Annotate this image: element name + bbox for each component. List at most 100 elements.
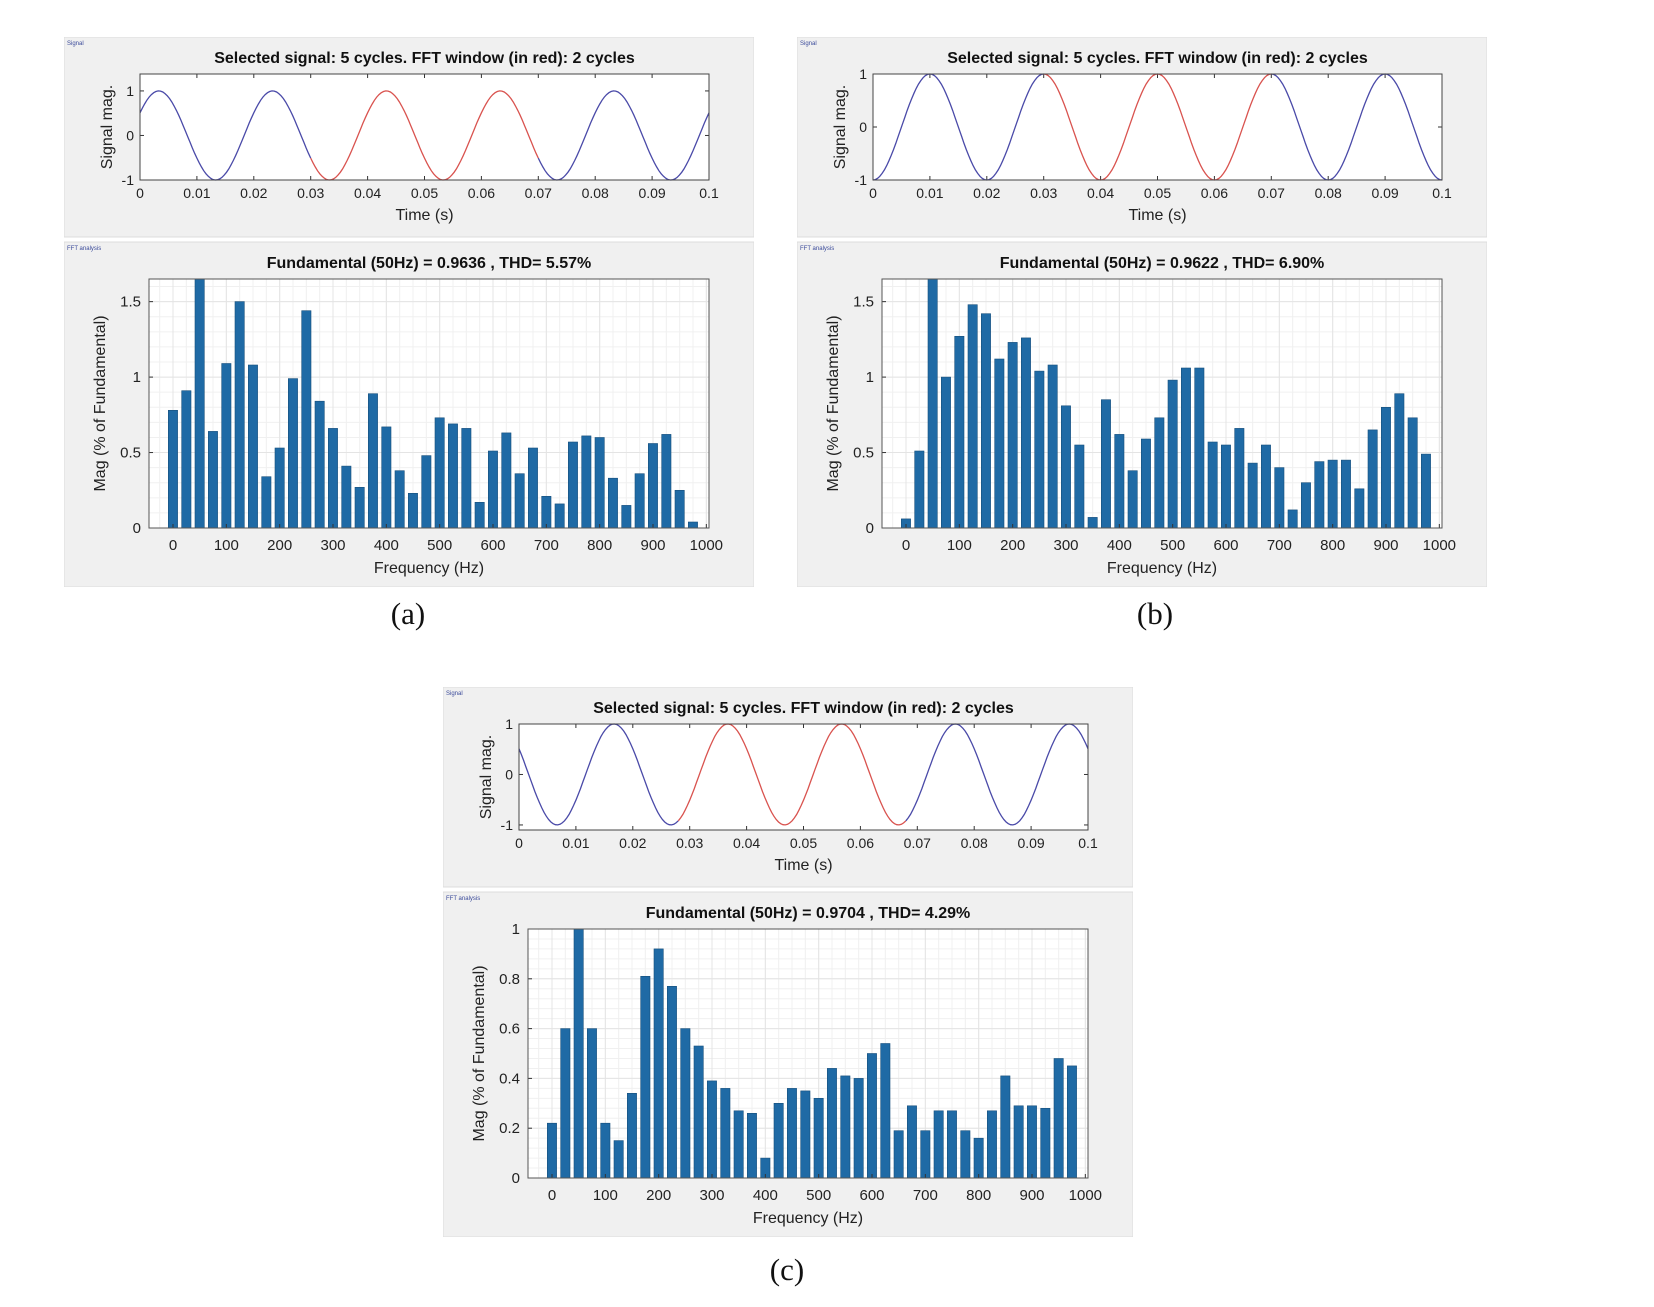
fft-chart-c-bar-725hz: [933, 1110, 944, 1179]
fft-chart-a-bar-850hz: [621, 505, 632, 529]
signal-chart-a-xtick-label: 0.07: [525, 185, 552, 201]
fft-chart-c-bar-500hz: [813, 1097, 824, 1179]
fft-chart-c-bar-925hz: [1040, 1107, 1051, 1179]
signal-chart-c-xtick-label: 0.01: [562, 835, 589, 851]
fft-chart-b-xtick-label: 600: [1213, 537, 1238, 554]
fft-chart-c-ytick-label: 0: [512, 1170, 520, 1187]
signal-chart-b-xlabel: Time (s): [1128, 207, 1186, 224]
fft-chart-a-xtick-label: 1000: [690, 537, 723, 554]
signal-chart-b-xtick-label: 0.02: [973, 185, 1000, 201]
fft-chart-c-bar-200hz: [653, 948, 664, 1179]
fft-chart-c-ytick-label: 0.6: [499, 1021, 520, 1038]
fft-chart-b-ytick-label: 0: [866, 520, 874, 537]
signal-chart-a-xtick-label: 0.01: [183, 185, 210, 201]
fft-chart-a-bar-550hz: [461, 428, 472, 529]
fft-chart-c-xtick-label: 1000: [1069, 1187, 1102, 1204]
signal-chart-a-xtick-label: 0.1: [699, 185, 719, 201]
fft-chart-b-bar-800hz: [1327, 459, 1338, 529]
fft-chart-c-bar-975hz: [1066, 1065, 1077, 1179]
fft-chart-a-bar-450hz: [407, 492, 418, 529]
fft-chart-c-bar-650hz: [893, 1130, 904, 1179]
fft-chart-b-bar-825hz: [1340, 459, 1351, 529]
fft-chart-c-xlabel: Frequency (Hz): [753, 1210, 863, 1227]
signal-chart-a-axes-box: [139, 73, 710, 181]
fft-chart-c-bar-900hz: [1026, 1105, 1037, 1179]
fft-chart-c-bar-225hz: [667, 985, 677, 1179]
fft-chart-b-bar-925hz: [1394, 393, 1405, 529]
fft-chart-b-xtick-label: 200: [1000, 537, 1025, 554]
signal-chart-c-ytick-label: 1: [505, 716, 513, 732]
signal-chart-c-ylabel: Signal mag.: [478, 735, 495, 820]
signal-chart-a-xtick-label: 0.06: [468, 185, 495, 201]
fft-chart-b-bar-100hz: [954, 335, 965, 529]
fft-chart-b-bar-950hz: [1407, 417, 1418, 529]
fft-chart-b-bar-250hz: [1034, 370, 1045, 529]
fft-chart-b-title: Fundamental (50Hz) = 0.9622 , THD= 6.90%: [1000, 255, 1325, 272]
signal-chart-a-xtick-label: 0.08: [582, 185, 609, 201]
fft-chart-b-xtick-label: 1000: [1423, 537, 1456, 554]
signal-chart-c-xlabel: Time (s): [774, 857, 832, 874]
signal-chart-b-title: Selected signal: 5 cycles. FFT window (i…: [947, 50, 1368, 67]
fft-chart-b-xtick-label: 100: [947, 537, 972, 554]
fft-chart-c-bar-100hz: [600, 1122, 611, 1179]
fft-chart-b-bar-525hz: [1180, 367, 1191, 529]
fft-chart-c-xtick-label: 800: [966, 1187, 991, 1204]
fft-chart-a-bar-925hz: [661, 434, 672, 529]
fft-chart-b-ytick-label: 0.5: [853, 445, 874, 462]
signal-chart-b-xtick-label: 0: [869, 185, 877, 201]
fft-chart-b-xtick-label: 900: [1373, 537, 1398, 554]
fft-chart-a-xtick-label: 100: [214, 537, 239, 554]
fft-chart-a-bar-875hz: [634, 473, 645, 529]
fft-chart-a-ytick-label: 0.5: [120, 445, 141, 462]
signal-chart-a-signal-line-fft-window: [310, 90, 539, 181]
fft-chart-c-bar-250hz: [680, 1028, 691, 1179]
fft-chart-c-section-label: FFT analysis: [446, 896, 480, 902]
signal-chart-a-title: Selected signal: 5 cycles. FFT window (i…: [214, 50, 635, 67]
fft-chart-b-bar-150hz: [981, 313, 991, 529]
fft-chart-a-bar-25hz: [181, 390, 192, 529]
fft-chart-a-axes-box: [148, 278, 710, 529]
fft-chart-b-bar-500hz: [1167, 379, 1178, 529]
signal-chart-a-ytick-label: 1: [126, 83, 134, 99]
fft-chart-a-bar-825hz: [607, 477, 618, 529]
fft-chart-c-bar-275hz: [693, 1045, 704, 1179]
signal-chart-b-xtick-label: 0.05: [1144, 185, 1171, 201]
fft-chart-a-bar-325hz: [341, 465, 352, 529]
fft-chart-b-bar-700hz: [1274, 467, 1285, 529]
fft-chart-a-xtick-label: 0: [169, 537, 177, 554]
fft-chart-a-bar-900hz: [647, 443, 658, 529]
signal-chart-a-ytick-label: 0: [126, 127, 134, 143]
signal-chart-c-xtick-label: 0.08: [961, 835, 988, 851]
fft-chart-b-bar-575hz: [1207, 441, 1218, 529]
signal-chart-c-xtick-label: 0.07: [904, 835, 931, 851]
fft-chart-b-bar-275hz: [1047, 364, 1058, 529]
fft-chart-a-bar-425hz: [394, 470, 405, 529]
fft-chart-c-xtick-label: 900: [1019, 1187, 1044, 1204]
fft-chart-a-bar-175hz: [261, 476, 272, 529]
fft-chart-a-bar-50hz: [194, 278, 205, 529]
panel-b-svg: Signal Selected signal: 5 cycles. FFT win…: [797, 37, 1487, 587]
fft-chart-a-bar-675hz: [527, 447, 538, 529]
figure-panel-c: Signal Selected signal: 5 cycles. FFT win…: [443, 687, 1133, 1237]
signal-chart-c-title: Selected signal: 5 cycles. FFT window (i…: [593, 700, 1014, 717]
fft-chart-a-ytick-label: 0: [133, 520, 141, 537]
fft-chart-b-axes-box: [881, 278, 1443, 529]
signal-chart-b-xtick-label: 0.07: [1258, 185, 1285, 201]
fft-chart-c-bar-600hz: [866, 1053, 877, 1179]
fft-chart-c-bar-800hz: [973, 1137, 984, 1179]
fft-chart-c-bar-125hz: [613, 1140, 624, 1179]
fft-chart-b-xtick-label: 300: [1053, 537, 1078, 554]
fft-chart-c-bar-300hz: [706, 1080, 717, 1179]
fft-chart-a-bar-150hz: [248, 364, 258, 529]
fft-chart-c-bar-25hz: [560, 1028, 571, 1179]
fft-chart-a-bar-250hz: [301, 310, 312, 529]
fft-chart-b-bar-200hz: [1007, 342, 1018, 529]
signal-chart-c-xtick-label: 0.1: [1078, 835, 1098, 851]
fft-chart-a-bar-75hz: [208, 431, 218, 529]
fft-chart-a-bar-775hz: [581, 435, 592, 529]
fft-chart-c-bar-350hz: [733, 1110, 744, 1179]
fft-chart-b-bar-725hz: [1287, 509, 1298, 529]
signal-chart-b-signal-line-after-window: [1271, 73, 1443, 181]
fft-chart-c-bar-875hz: [1013, 1105, 1024, 1179]
fft-chart-b-bar-600hz: [1220, 444, 1231, 529]
